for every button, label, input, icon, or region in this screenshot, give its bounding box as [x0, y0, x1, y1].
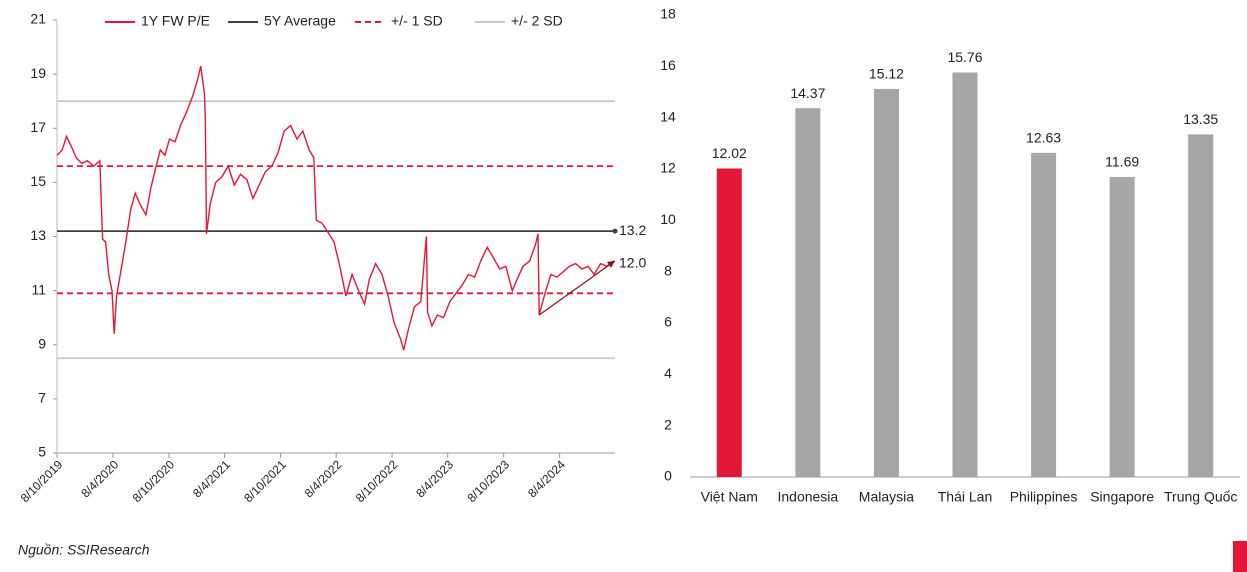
y-tick-label: 13	[30, 227, 46, 243]
x-tick-label: Việt Nam	[701, 489, 758, 505]
legend-label: 1Y FW P/E	[141, 13, 210, 29]
x-tick-label: 8/10/2022	[353, 457, 401, 505]
value-label: 15.76	[947, 49, 982, 65]
x-tick-label: Trung Quốc	[1164, 489, 1237, 505]
bar	[952, 72, 978, 477]
y-tick-label: 21	[30, 11, 46, 27]
y-tick-label: 17	[30, 119, 46, 135]
x-tick-label: 8/4/2020	[78, 457, 121, 500]
legend-label: +/- 1 SD	[391, 13, 443, 29]
y-tick-label: 0	[664, 468, 672, 484]
x-tick-label: 8/10/2019	[18, 457, 66, 505]
y-tick-label: 4	[664, 365, 672, 381]
y-tick-label: 16	[660, 57, 676, 73]
x-tick-label: 8/4/2023	[413, 457, 456, 500]
x-tick-label: Malaysia	[859, 489, 914, 505]
y-tick-label: 2	[664, 416, 672, 432]
brand-mark	[1233, 541, 1247, 572]
bar	[1109, 176, 1135, 477]
x-tick-label: 8/10/2021	[241, 457, 289, 505]
x-tick-label: 8/4/2024	[525, 457, 568, 500]
y-tick-label: 12	[660, 160, 676, 176]
y-tick-label: 8	[664, 262, 672, 278]
y-tick-label: 18	[660, 6, 676, 22]
legend-label: 5Y Average	[264, 13, 336, 29]
y-tick-label: 11	[31, 281, 46, 297]
value-label: 11.69	[1105, 154, 1139, 170]
y-tick-label: 14	[660, 108, 676, 124]
bar	[795, 108, 821, 478]
y-tick-label: 19	[30, 65, 46, 81]
y-tick-label: 10	[660, 211, 676, 227]
x-tick-label: Singapore	[1090, 489, 1154, 505]
y-tick-label: 6	[664, 314, 672, 330]
value-label: 14.37	[790, 85, 825, 101]
x-tick-label: 8/4/2021	[190, 457, 233, 500]
x-tick-label: 8/10/2023	[464, 457, 512, 505]
y-tick-label: 15	[30, 173, 46, 189]
x-tick-label: 8/4/2022	[302, 457, 345, 500]
bar	[716, 168, 742, 477]
y-tick-label: 7	[38, 390, 46, 406]
bar	[873, 88, 899, 478]
bar	[1031, 152, 1057, 477]
value-label: 15.12	[869, 66, 904, 82]
x-tick-label: Indonesia	[777, 489, 838, 505]
x-tick-label: Thái Lan	[938, 489, 992, 505]
end-label: 12.0	[619, 254, 646, 270]
average-end-dot	[612, 228, 618, 234]
arrow-head	[607, 260, 615, 268]
average-label: 13.2	[619, 222, 646, 238]
trend-arrow	[538, 260, 616, 316]
value-label: 13.35	[1183, 111, 1218, 127]
value-label: 12.02	[712, 145, 747, 161]
value-label: 12.63	[1026, 130, 1061, 146]
y-tick-label: 5	[38, 444, 46, 460]
y-tick-label: 9	[38, 335, 46, 351]
x-tick-label: 8/10/2020	[130, 457, 178, 505]
bar	[1188, 134, 1214, 477]
series-line	[56, 65, 614, 351]
legend-label: +/- 2 SD	[511, 13, 563, 29]
source-note: Nguồn: SSIResearch	[18, 542, 150, 558]
x-tick-label: Philippines	[1010, 489, 1078, 505]
